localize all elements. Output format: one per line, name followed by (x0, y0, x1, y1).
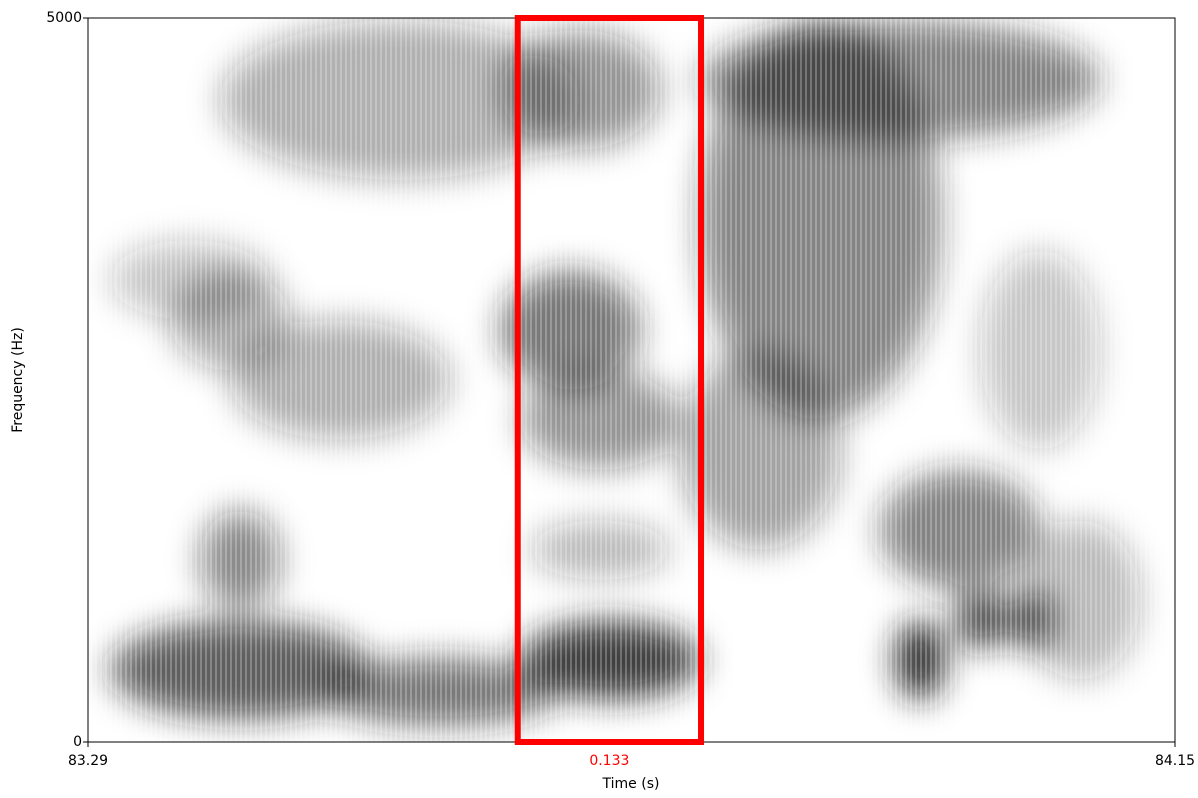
page: {"chart_data": {"type": "spectrogram", "… (0, 0, 1198, 794)
chart: Frequency (Hz) Time (s) 0 5000 83.29 84.15 0… (0, 0, 1198, 794)
x-tick-label: 83.29 (68, 753, 108, 769)
x-axis-label: Time (s) (602, 776, 660, 792)
y-tick-label: 5000 (46, 10, 82, 26)
x-tick-label: 84.15 (1155, 753, 1195, 769)
spectrogram-image (88, 18, 1175, 742)
y-tick-label: 0 (73, 734, 82, 750)
selection-duration-label: 0.133 (589, 753, 629, 769)
y-axis-label: Frequency (Hz) (10, 327, 26, 433)
